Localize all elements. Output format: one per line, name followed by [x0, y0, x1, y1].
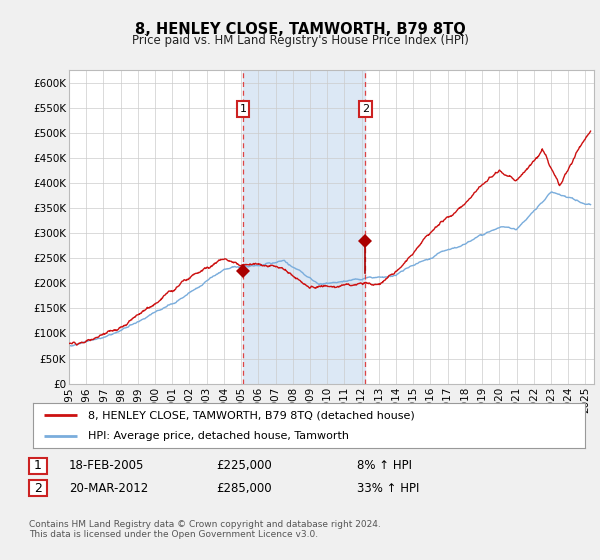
Text: 20-MAR-2012: 20-MAR-2012	[69, 482, 148, 495]
Text: 1: 1	[34, 459, 42, 473]
Text: £225,000: £225,000	[216, 459, 272, 473]
Text: 33% ↑ HPI: 33% ↑ HPI	[357, 482, 419, 495]
Text: 1: 1	[239, 104, 247, 114]
Text: 8, HENLEY CLOSE, TAMWORTH, B79 8TQ (detached house): 8, HENLEY CLOSE, TAMWORTH, B79 8TQ (deta…	[88, 410, 415, 421]
Text: 2: 2	[34, 482, 42, 495]
Text: 2: 2	[362, 104, 369, 114]
Text: £285,000: £285,000	[216, 482, 272, 495]
Text: 8% ↑ HPI: 8% ↑ HPI	[357, 459, 412, 473]
Text: 18-FEB-2005: 18-FEB-2005	[69, 459, 145, 473]
Text: Contains HM Land Registry data © Crown copyright and database right 2024.
This d: Contains HM Land Registry data © Crown c…	[29, 520, 380, 539]
Bar	[243, 70, 365, 384]
Text: HPI: Average price, detached house, Tamworth: HPI: Average price, detached house, Tamw…	[88, 431, 349, 441]
Text: Price paid vs. HM Land Registry's House Price Index (HPI): Price paid vs. HM Land Registry's House …	[131, 34, 469, 46]
Text: 8, HENLEY CLOSE, TAMWORTH, B79 8TQ: 8, HENLEY CLOSE, TAMWORTH, B79 8TQ	[134, 22, 466, 38]
